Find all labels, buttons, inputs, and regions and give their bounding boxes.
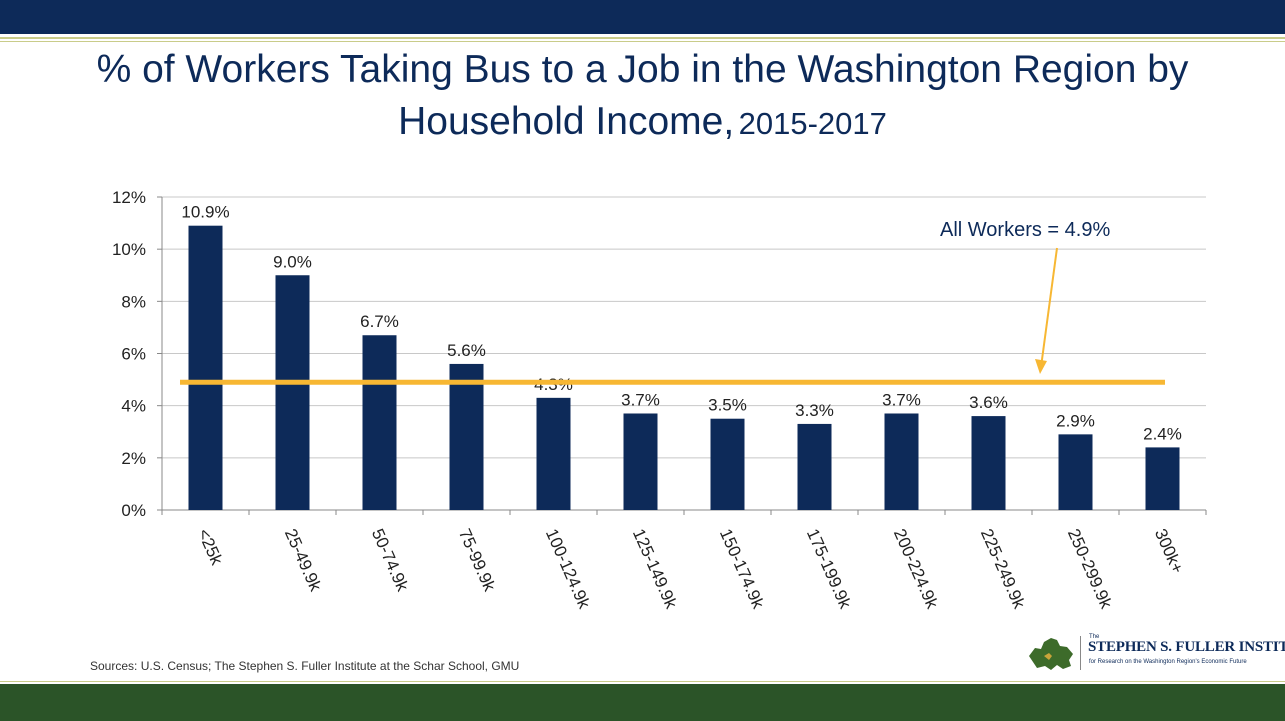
y-tick-label: 2%: [121, 449, 146, 468]
y-tick-label: 0%: [121, 501, 146, 520]
logo-name: STEPHEN S. FULLER INSTITUTE: [1088, 639, 1285, 655]
logo-divider: [1080, 636, 1081, 670]
logo-tagline: for Research on the Washington Region's …: [1089, 659, 1247, 665]
value-label: 3.6%: [969, 393, 1008, 412]
bar: [362, 335, 397, 510]
bar: [971, 416, 1006, 510]
chart-title: % of Workers Taking Bus to a Job in the …: [60, 48, 1225, 152]
value-label: 3.7%: [882, 390, 921, 409]
title-main: % of Workers Taking Bus to a Job in the …: [96, 48, 1189, 143]
value-label: 3.7%: [621, 390, 660, 409]
y-tick-label: 8%: [121, 292, 146, 311]
y-tick-label: 4%: [121, 397, 146, 416]
region-map-icon: [1029, 638, 1073, 670]
title-years: 2015-2017: [738, 106, 887, 141]
bar: [797, 423, 832, 510]
footer-band: [0, 684, 1285, 721]
value-label: 9.0%: [273, 252, 312, 271]
category-label: <25k: [194, 526, 227, 568]
category-label: 125-149.9k: [629, 526, 681, 612]
header-rule: [0, 37, 1285, 39]
annotation-label: All Workers = 4.9%: [940, 219, 1110, 241]
footer-rule: [0, 681, 1285, 682]
category-label: 25-49.9k: [281, 526, 325, 595]
bar: [710, 418, 745, 510]
y-tick-label: 12%: [112, 188, 146, 207]
category-label: 75-99.9k: [455, 526, 499, 595]
value-label: 2.9%: [1056, 411, 1095, 430]
bar: [884, 413, 919, 510]
logo-the: The: [1089, 634, 1100, 640]
institute-logo: The STEPHEN S. FULLER INSTITUTE for Rese…: [1027, 632, 1285, 676]
header-rule-thin: [0, 41, 1285, 42]
category-label: 300k+: [1151, 526, 1187, 577]
bar: [188, 225, 223, 511]
bar: [536, 397, 571, 510]
category-label: 225-249.9k: [977, 526, 1029, 612]
value-label: 5.6%: [447, 341, 486, 360]
bar: [1145, 447, 1180, 510]
value-label: 3.3%: [795, 401, 834, 420]
category-label: 50-74.9k: [368, 526, 412, 595]
annotation-arrowhead: [1035, 359, 1047, 374]
header-band: [0, 0, 1285, 34]
bar: [275, 275, 310, 510]
value-label: 6.7%: [360, 312, 399, 331]
category-label: 175-199.9k: [803, 526, 855, 612]
y-tick-label: 6%: [121, 345, 146, 364]
bar: [623, 413, 658, 510]
annotation-arrow: [1040, 247, 1058, 368]
category-label: 150-174.9k: [716, 526, 768, 612]
category-label: 250-299.9k: [1064, 526, 1116, 612]
category-label: 200-224.9k: [890, 526, 942, 612]
bar: [1058, 434, 1093, 510]
source-note: Sources: U.S. Census; The Stephen S. Ful…: [90, 659, 520, 673]
category-label: 100-124.9k: [542, 526, 594, 612]
y-tick-label: 10%: [112, 240, 146, 259]
value-label: 3.5%: [708, 396, 747, 415]
bar: [449, 363, 484, 510]
value-label: 10.9%: [181, 203, 229, 222]
value-label: 2.4%: [1143, 424, 1182, 443]
